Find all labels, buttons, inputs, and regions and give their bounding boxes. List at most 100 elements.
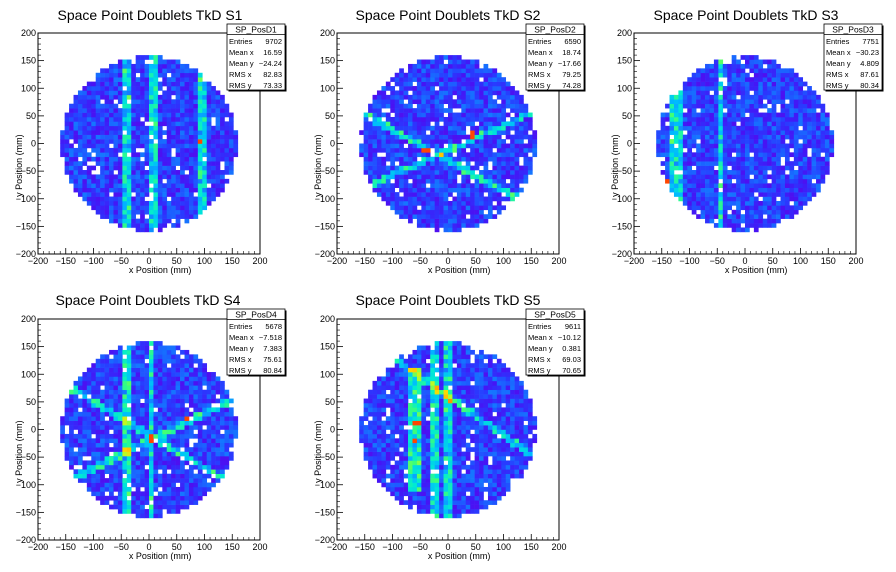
heatmap-cell [126, 72, 132, 78]
heatmap-cell [448, 161, 453, 166]
heatmap-cell [91, 482, 97, 488]
heatmap-cell [802, 143, 808, 149]
heatmap-cell [403, 205, 409, 211]
heatmap-cell [687, 170, 693, 175]
heatmap-cell [745, 134, 750, 140]
heatmap-cell [696, 205, 701, 211]
heatmap-cell [740, 156, 746, 162]
heatmap-cell [184, 416, 190, 421]
heatmap-cell [416, 174, 422, 180]
heatmap-cell [117, 389, 123, 395]
heatmap-cell [153, 86, 159, 91]
heatmap-cell [722, 130, 728, 135]
heatmap-cell [215, 134, 221, 140]
heatmap-cell [465, 103, 471, 109]
heatmap-cell [104, 433, 110, 439]
heatmap-cell [193, 425, 199, 430]
heatmap-cell [77, 143, 83, 149]
heatmap-cell [753, 86, 759, 91]
heatmap-cell [687, 90, 693, 96]
heatmap-cell [162, 425, 168, 430]
heatmap-cell [727, 218, 732, 224]
heatmap-cell [109, 367, 114, 373]
heatmap-cell [403, 200, 409, 206]
heatmap-cell [193, 385, 199, 391]
heatmap-cell [456, 130, 462, 135]
stats-key: Mean y [229, 59, 254, 68]
heatmap-cell [474, 130, 480, 135]
heatmap-cell [461, 103, 467, 109]
heatmap-cell [514, 99, 520, 105]
heatmap-cell [211, 174, 216, 180]
heatmap-cell [109, 420, 114, 426]
heatmap-cell [425, 99, 431, 105]
heatmap-cell [771, 139, 777, 144]
heatmap-cell [86, 447, 92, 452]
heatmap-cell [126, 214, 132, 219]
heatmap-cell [465, 77, 471, 82]
heatmap-cell [784, 178, 790, 184]
heatmap-cell [780, 205, 786, 211]
heatmap-cell [385, 187, 391, 193]
heatmap-cell [122, 170, 128, 175]
heatmap-cell [122, 407, 128, 413]
heatmap-cell [439, 165, 444, 171]
heatmap-cell [153, 112, 159, 118]
heatmap-cell [798, 152, 804, 158]
heatmap-cell [109, 464, 114, 470]
heatmap-cell [144, 486, 150, 492]
heatmap-cell [180, 108, 185, 113]
heatmap-cell [687, 152, 693, 158]
heatmap-cell [197, 90, 203, 96]
heatmap-cell [171, 196, 176, 202]
heatmap-cell [162, 420, 168, 426]
x-tick-label: −50 [114, 256, 129, 266]
heatmap-cell [220, 447, 225, 452]
heatmap-cell [762, 116, 768, 122]
heatmap-cell [682, 143, 688, 149]
heatmap-cell [193, 380, 199, 386]
heatmap-cell [197, 495, 203, 501]
heatmap-cell [95, 112, 101, 118]
heatmap-cell [673, 174, 679, 180]
heatmap-cell [687, 77, 693, 82]
heatmap-cell [514, 187, 520, 193]
heatmap-cell [86, 125, 92, 131]
heatmap-cell [771, 214, 777, 219]
heatmap-cell [448, 77, 453, 82]
heatmap-cell [722, 178, 728, 184]
heatmap-cell [713, 72, 719, 78]
heatmap-cell [157, 354, 163, 360]
heatmap-cell [91, 460, 97, 466]
heatmap-cell [140, 161, 145, 166]
heatmap-cell [95, 200, 101, 206]
heatmap-cell [780, 143, 786, 149]
heatmap-cell [224, 416, 230, 421]
heatmap-cell [430, 108, 435, 113]
heatmap-cell [193, 464, 199, 470]
heatmap-cell [443, 227, 449, 233]
heatmap-cell [184, 103, 190, 109]
heatmap-cell [421, 156, 427, 162]
heatmap-cell [126, 363, 132, 368]
heatmap-cell [731, 227, 737, 233]
heatmap-cell [470, 156, 475, 162]
heatmap-cell [767, 125, 772, 131]
heatmap-cell [416, 112, 422, 118]
x-tick-label: −150 [56, 542, 76, 552]
heatmap-cell [95, 376, 101, 382]
heatmap-cell [211, 112, 216, 118]
heatmap-cell [665, 165, 670, 171]
heatmap-cell [722, 125, 728, 131]
heatmap-cell [135, 376, 141, 382]
heatmap-cell [184, 367, 190, 373]
heatmap-cells [359, 55, 538, 233]
heatmap-cell [117, 209, 123, 215]
heatmap-cell [372, 187, 378, 193]
heatmap-cell [762, 81, 768, 87]
heatmap-cell [470, 134, 475, 140]
heatmap-cell [696, 130, 701, 135]
heatmap-cell [162, 473, 168, 479]
heatmap-cell [188, 376, 194, 382]
heatmap-cell [421, 209, 427, 215]
